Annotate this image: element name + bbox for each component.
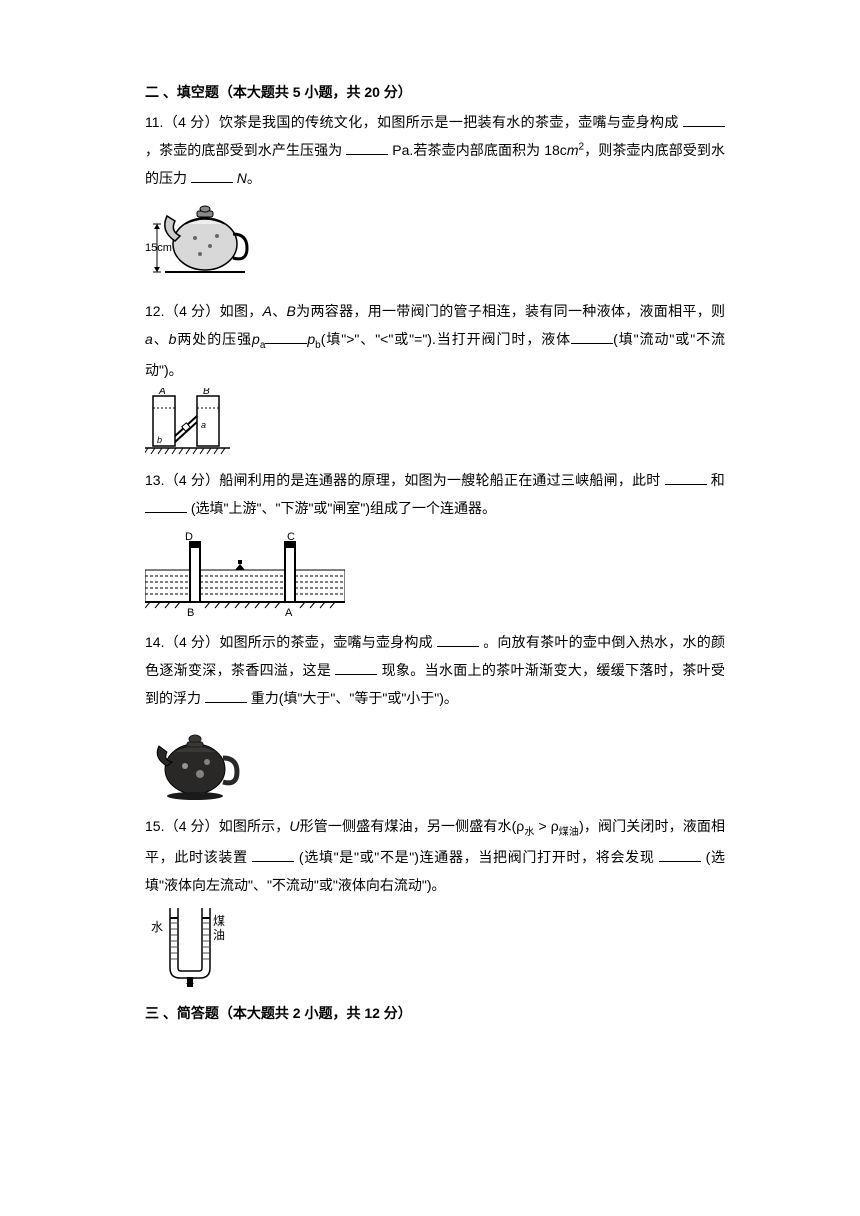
q12-text: 12.（4 分）如图，A、B为两容器，用一带阀门的管子相连，装有同一种液体，液面… [145, 297, 725, 384]
q14-figure [145, 724, 725, 806]
q12-figB: B [203, 388, 210, 397]
q15-mid1: 形管一侧盛有煤油，另一侧盛有水(ρ [300, 818, 525, 834]
q15-prefix: 15.（4 分）如图所示， [145, 818, 289, 834]
q11-m: m [567, 142, 579, 158]
q15-U: U [289, 818, 299, 834]
question-12: 12.（4 分）如图，A、B为两容器，用一带阀门的管子相连，装有同一种液体，液面… [145, 297, 725, 460]
q11-end: 。 [247, 170, 261, 186]
blank [437, 631, 479, 647]
q12-a: a [145, 331, 153, 347]
q11-figure: 15cm [145, 196, 725, 291]
q15-fig-oil2: 油 [213, 928, 225, 942]
q11-prefix: 11.（4 分）饮茶是我国的传统文化，如图所示是一把装有水的茶壶，壶嘴与壶身构成 [145, 114, 679, 130]
blank [205, 687, 247, 703]
q14-mid3: 重力(填"大于"、"等于"或"小于")。 [251, 690, 458, 706]
q15-fig-oil1: 煤 [213, 914, 225, 928]
svg-text:a: a [201, 420, 206, 430]
blank [145, 497, 187, 513]
q12-sep1: 、 [272, 303, 287, 319]
q13-prefix: 13.（4 分）船闸利用的是连通器的原理，如图为一艘轮船正在通过三峡船闸，此时 [145, 472, 661, 488]
q12-A: A [263, 303, 272, 319]
q14-text: 14.（4 分）如图所示的茶壶，壶嘴与壶身构成 。向放有茶叶的壶中倒入热水，水的… [145, 628, 725, 712]
q13-B: B [187, 607, 194, 619]
q14-prefix: 14.（4 分）如图所示的茶壶，壶嘴与壶身构成 [145, 634, 437, 650]
q13-text: 13.（4 分）船闸利用的是连通器的原理，如图为一艘轮船正在通过三峡船闸，此时 … [145, 466, 725, 522]
question-14: 14.（4 分）如图所示的茶壶，壶嘴与壶身构成 。向放有茶叶的壶中倒入热水，水的… [145, 628, 725, 806]
q15-fig-water: 水 [151, 920, 163, 934]
q11-text: 11.（4 分）饮茶是我国的传统文化，如图所示是一把装有水的茶壶，壶嘴与壶身构成… [145, 108, 725, 192]
q11-fig-label: 15cm [145, 242, 172, 254]
question-13: 13.（4 分）船闸利用的是连通器的原理，如图为一艘轮船正在通过三峡船闸，此时 … [145, 466, 725, 622]
q12-B: B [287, 303, 296, 319]
section-3-title: 三 、简答题（本大题共 2 小题，共 12 分） [145, 999, 725, 1027]
q13-mid1: 和 [711, 472, 725, 488]
q11-mid2: Pa.若茶壶内部底面积为 18c [392, 142, 567, 158]
blank [665, 469, 707, 485]
q15-oil: 煤油 [559, 827, 579, 838]
question-11: 11.（4 分）饮茶是我国的传统文化，如图所示是一把装有水的茶壶，壶嘴与壶身构成… [145, 108, 725, 291]
q13-C: C [287, 532, 295, 543]
q12-mid1: 为两容器，用一带阀门的管子相连，装有同一种液体，液面相平，则 [296, 303, 725, 319]
q12-mid2: 两处的压强 [176, 331, 252, 347]
blank [571, 328, 613, 344]
q12-pb: p [307, 331, 315, 347]
q15-water: 水 [524, 827, 534, 838]
q12-figA: A [158, 388, 166, 397]
q12-figure: A B a b [145, 388, 725, 460]
q15-mid3: (选填"是"或"不是")连通器，当把阀门打开时，将会发现 [299, 849, 659, 865]
q13-A: A [285, 607, 293, 619]
blank [252, 846, 294, 862]
q12-pa: p [252, 331, 260, 347]
q15-gt: > ρ [534, 818, 558, 834]
q12-sep2: 、 [153, 331, 169, 347]
blank [265, 328, 307, 344]
q13-figure: D C B A [145, 532, 725, 622]
question-15: 15.（4 分）如图所示，U形管一侧盛有煤油，另一侧盛有水(ρ水 > ρ煤油)，… [145, 812, 725, 991]
section-2-title: 二 、填空题（本大题共 5 小题，共 20 分） [145, 78, 725, 106]
q13-mid2: (选填"上游"、"下游"或"闸室")组成了一个连通器。 [191, 500, 496, 516]
q12-mid3: (填">"、"<"或"=").当打开阀门时，液体 [321, 331, 571, 347]
q15-figure: 水 煤 油 [145, 903, 725, 991]
svg-text:b: b [157, 435, 162, 445]
blank [659, 846, 701, 862]
q11-unit: N [237, 170, 247, 186]
blank [191, 167, 233, 183]
q11-mid1: ，茶壶的底部受到水产生压强为 [145, 142, 342, 158]
q12-prefix: 12.（4 分）如图， [145, 303, 263, 319]
blank [346, 139, 388, 155]
q13-D: D [185, 532, 193, 543]
q15-text: 15.（4 分）如图所示，U形管一侧盛有煤油，另一侧盛有水(ρ水 > ρ煤油)，… [145, 812, 725, 899]
blank [335, 659, 377, 675]
blank [683, 111, 725, 127]
